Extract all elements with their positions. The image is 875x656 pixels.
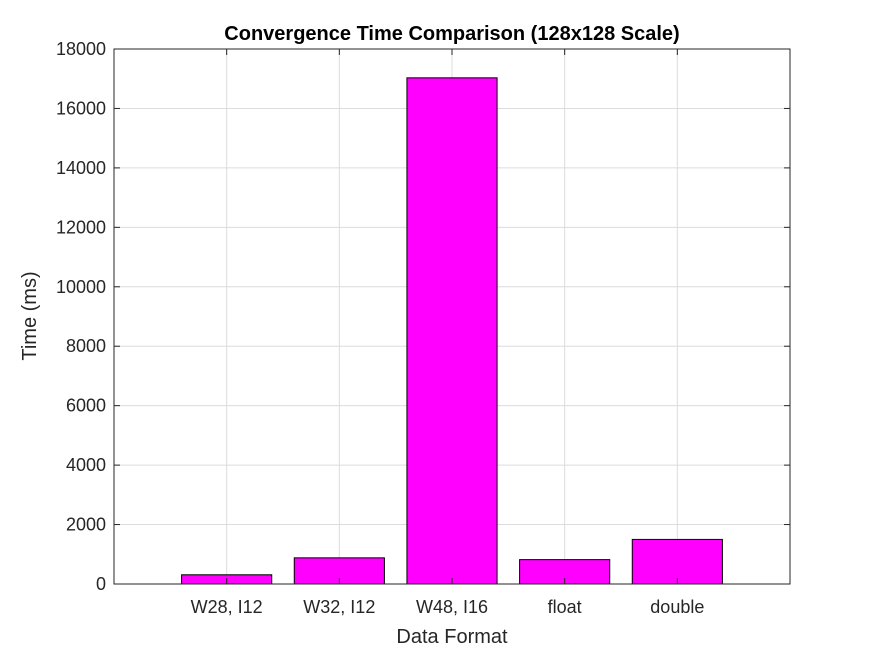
bar xyxy=(631,538,723,585)
y-tick-label: 18000 xyxy=(56,39,106,59)
y-tick-label: 14000 xyxy=(56,158,106,178)
y-axis-label: Time (ms) xyxy=(19,271,41,360)
y-tick-label: 6000 xyxy=(66,396,106,416)
y-tick-label: 8000 xyxy=(66,336,106,356)
x-tick-label: W32, I12 xyxy=(303,597,375,617)
x-tick-label: W48, I16 xyxy=(416,597,488,617)
x-tick-label: W28, I12 xyxy=(191,597,263,617)
x-tick-label: double xyxy=(650,597,704,617)
y-tick-label: 16000 xyxy=(56,98,106,118)
x-tick-labels: W28, I12 W32, I12 W48, I16 float double xyxy=(191,49,704,617)
y-tick-labels: 0 2000 4000 6000 8000 10000 12000 14000 16000 180… xyxy=(56,39,790,594)
y-tick-label: 12000 xyxy=(56,217,106,237)
y-tick-label: 0 xyxy=(96,574,106,594)
x-tick-label: float xyxy=(548,597,582,617)
y-tick-label: 10000 xyxy=(56,277,106,297)
y-tick-label: 2000 xyxy=(66,515,106,535)
bar xyxy=(406,77,498,585)
chart-title: Convergence Time Comparison (128x128 Sca… xyxy=(224,23,679,45)
y-tick-label: 4000 xyxy=(66,455,106,475)
x-axis-label: Data Format xyxy=(396,626,508,648)
